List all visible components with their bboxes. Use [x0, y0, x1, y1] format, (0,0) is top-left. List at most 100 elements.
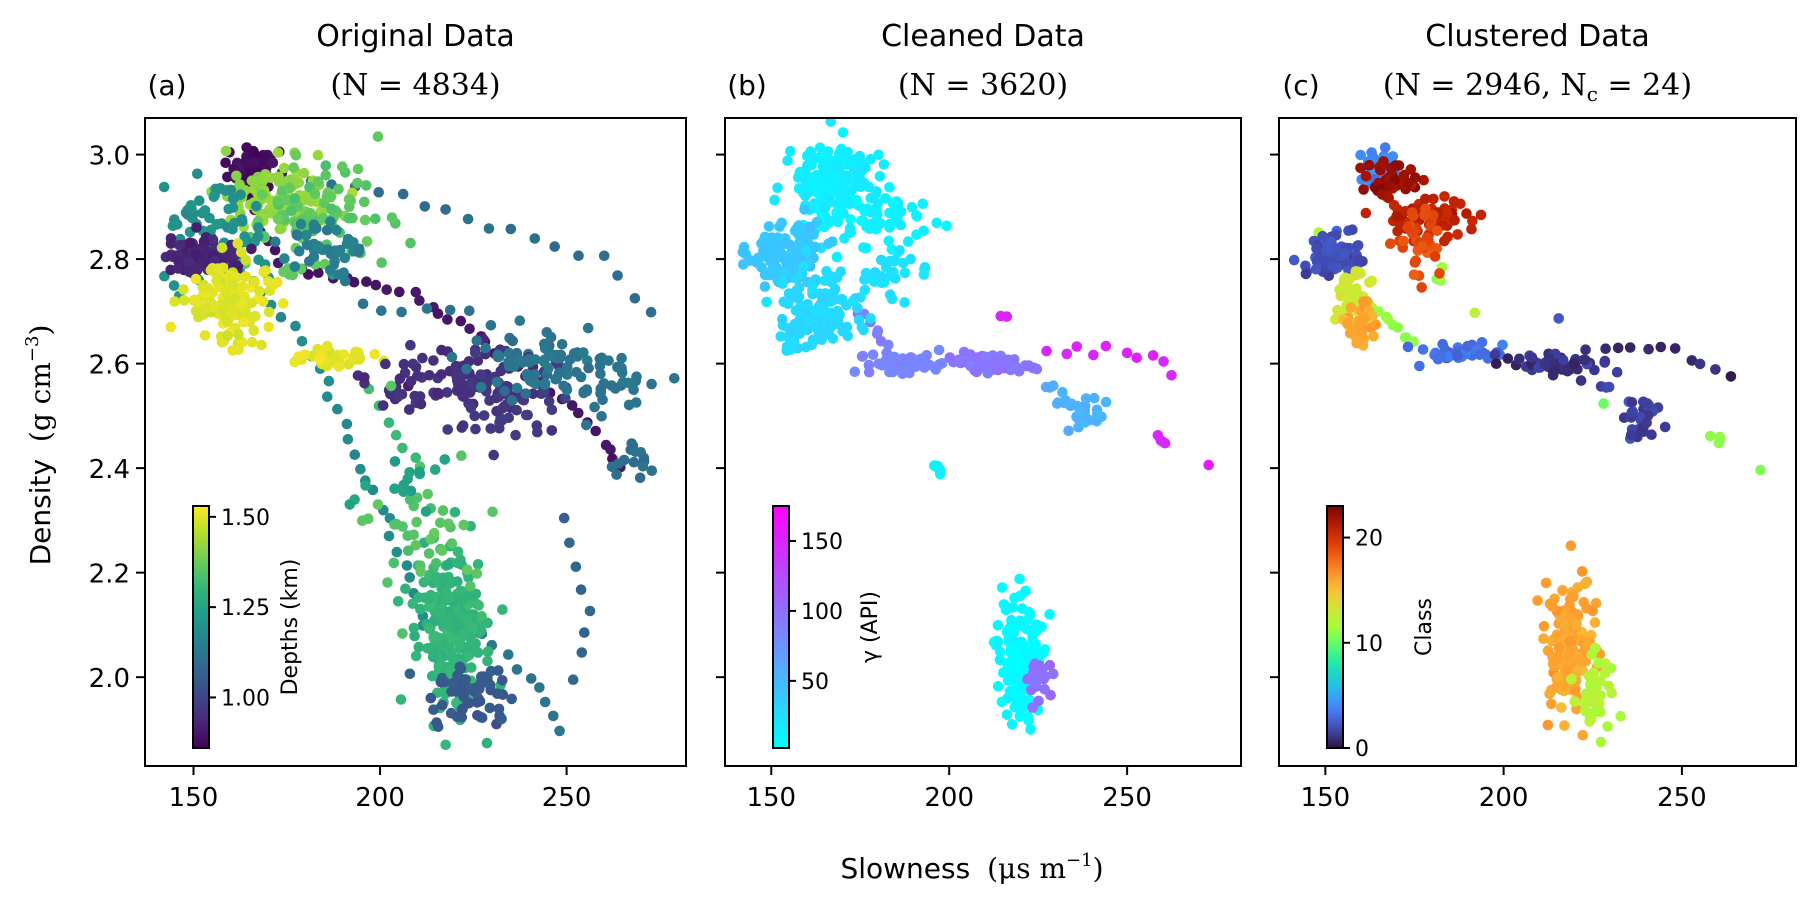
- data-point: [849, 154, 861, 166]
- y-axis-label-unit-tail: ): [24, 325, 57, 336]
- data-point: [776, 217, 787, 229]
- data-point: [1345, 302, 1357, 313]
- data-point: [497, 604, 508, 615]
- data-point: [408, 529, 420, 541]
- data-point: [222, 330, 233, 342]
- panel-title: Cleaned Data: [881, 19, 1085, 54]
- data-point: [831, 207, 842, 219]
- data-point: [445, 633, 457, 644]
- x-axis-label-unit: (μs m: [987, 852, 1066, 885]
- data-point: [817, 160, 829, 172]
- data-point: [551, 372, 563, 384]
- data-point: [1310, 263, 1322, 275]
- data-point: [1646, 429, 1657, 441]
- data-point: [840, 185, 851, 196]
- data-point: [884, 218, 896, 230]
- data-point: [455, 663, 467, 674]
- data-point: [1420, 193, 1431, 205]
- data-point: [420, 506, 432, 517]
- data-point: [309, 188, 321, 200]
- data-point: [1625, 429, 1637, 441]
- data-point: [1088, 349, 1099, 361]
- colorbar-label: Class: [1412, 598, 1437, 656]
- data-point: [225, 184, 237, 196]
- data-point: [503, 357, 514, 368]
- data-point: [1408, 269, 1420, 281]
- data-point: [530, 378, 541, 390]
- data-point: [1402, 341, 1414, 353]
- data-point: [229, 293, 241, 305]
- data-point: [462, 213, 474, 225]
- data-point: [460, 674, 472, 685]
- data-point: [1694, 358, 1706, 370]
- data-point: [579, 627, 590, 638]
- data-point: [1439, 235, 1450, 247]
- data-point: [785, 344, 797, 355]
- data-point: [1001, 311, 1013, 322]
- data-point: [398, 358, 410, 370]
- data-point: [256, 189, 268, 200]
- data-point: [322, 340, 333, 352]
- data-point: [372, 499, 384, 510]
- data-point: [226, 278, 238, 289]
- data-point: [897, 368, 908, 380]
- data-point: [1514, 353, 1525, 365]
- colorbar-tick-label: 150: [801, 530, 843, 555]
- data-point: [584, 605, 596, 617]
- data-point: [432, 308, 444, 320]
- data-point: [899, 267, 911, 279]
- x-tick-label: 200: [1479, 783, 1529, 813]
- data-point: [172, 263, 184, 274]
- scatter-points: [737, 118, 1214, 735]
- data-point: [782, 298, 794, 310]
- data-point: [1565, 540, 1577, 551]
- data-point: [456, 450, 467, 462]
- data-point: [873, 149, 884, 161]
- data-point: [267, 157, 279, 169]
- data-point: [361, 236, 373, 247]
- data-point: [325, 216, 336, 227]
- data-point: [1602, 721, 1613, 732]
- data-point: [423, 548, 435, 559]
- data-point: [830, 160, 842, 172]
- data-point: [761, 296, 772, 308]
- data-point: [391, 518, 402, 530]
- data-point: [1089, 392, 1100, 404]
- data-point: [470, 423, 481, 435]
- data-point: [1358, 296, 1369, 307]
- data-point: [1502, 353, 1514, 364]
- data-point: [345, 195, 357, 207]
- data-point: [1402, 222, 1413, 233]
- data-point: [194, 195, 205, 206]
- data-point: [1542, 719, 1554, 731]
- data-point: [1057, 386, 1068, 398]
- data-point: [616, 352, 627, 364]
- x-axis-label: Slowness (μs m−1): [840, 850, 1103, 885]
- data-point: [1300, 268, 1312, 280]
- data-point: [612, 270, 623, 281]
- data-point: [165, 238, 177, 249]
- data-point: [590, 425, 601, 437]
- data-point: [349, 449, 361, 461]
- data-point: [1366, 275, 1378, 287]
- data-point: [1549, 365, 1560, 377]
- data-point: [821, 266, 832, 277]
- panel-label: (c): [1282, 69, 1319, 102]
- data-point: [430, 558, 442, 569]
- data-point: [444, 592, 455, 604]
- data-point: [841, 170, 852, 181]
- data-point: [483, 223, 495, 234]
- data-point: [1448, 196, 1460, 207]
- data-point: [289, 261, 301, 272]
- data-point: [422, 593, 434, 605]
- data-point: [564, 354, 576, 365]
- data-point: [832, 312, 844, 323]
- data-point: [835, 266, 847, 278]
- y-axis-label-unit: (g cm: [24, 362, 57, 442]
- x-tick-label: 250: [542, 783, 592, 813]
- data-point: [1370, 319, 1382, 330]
- data-point: [549, 241, 560, 252]
- data-point: [344, 499, 356, 510]
- data-point: [248, 157, 260, 168]
- data-point: [250, 200, 262, 212]
